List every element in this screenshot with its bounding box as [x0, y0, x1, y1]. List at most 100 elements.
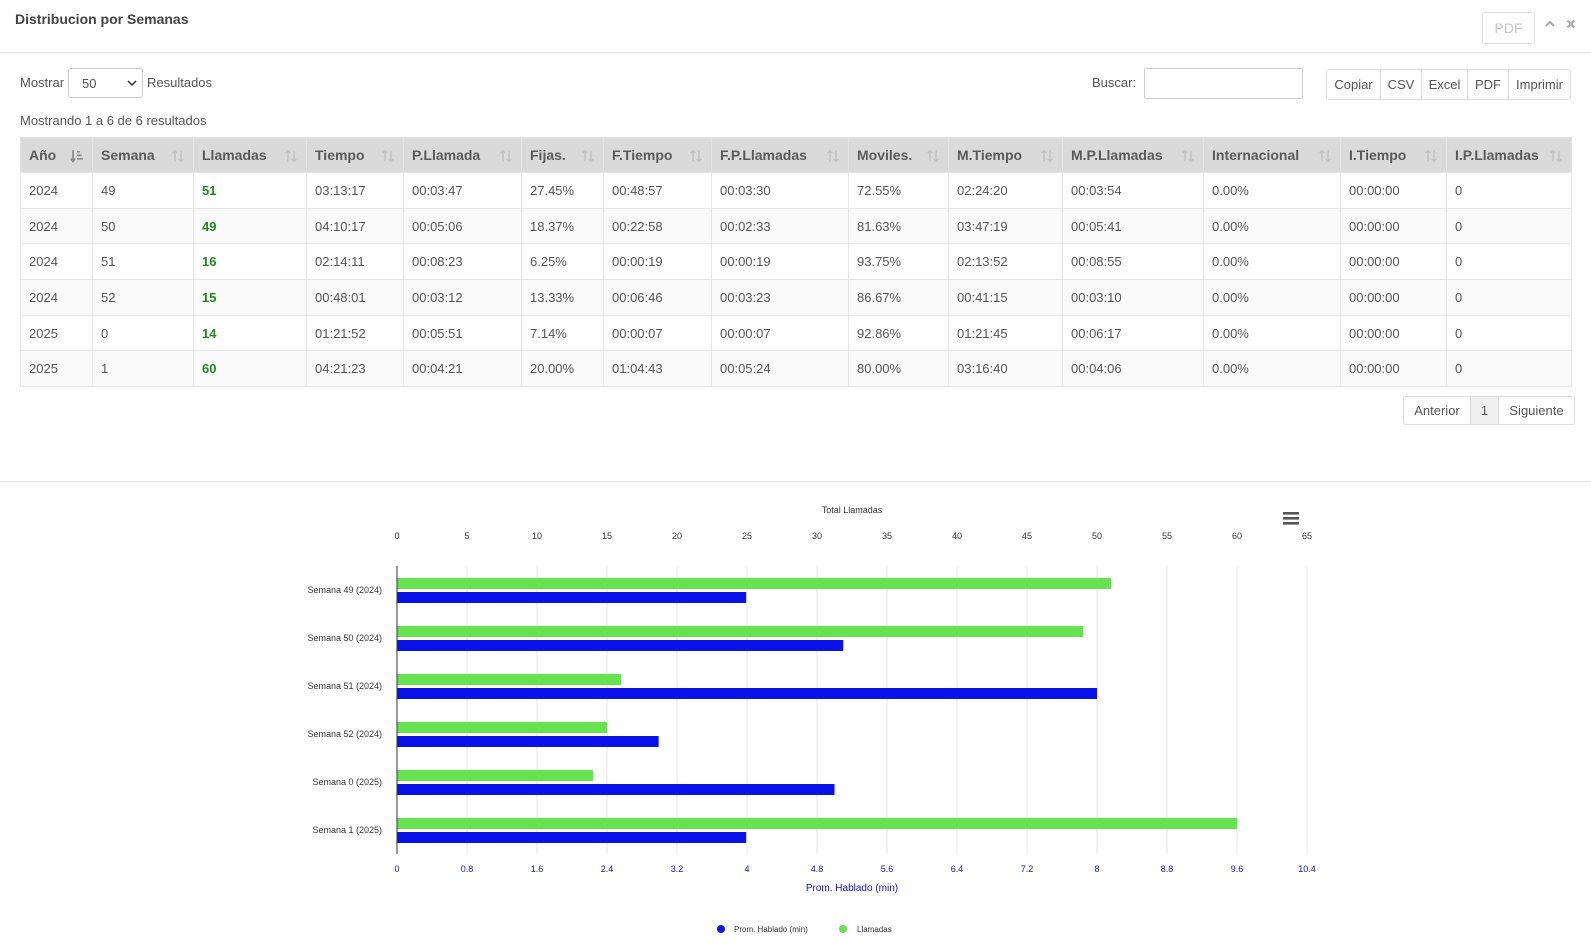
column-header[interactable]: M.P.Llamadas — [1062, 137, 1204, 173]
column-header[interactable]: Internacional — [1203, 137, 1341, 173]
top-axis-tick-label: 50 — [1092, 531, 1102, 541]
table-cell: 04:10:17 — [306, 207, 404, 245]
column-header[interactable]: I.P.Llamadas — [1446, 137, 1572, 173]
legend-label-prom-hablado: Prom. Hablado (min) — [734, 925, 808, 934]
table-cell: 00:03:47 — [403, 172, 522, 209]
table-body: 2024 49 51 03:13:17 00:03:47 27.45% 00:48:57 00… — [20, 172, 1572, 388]
pdf-export-button[interactable]: PDF — [1482, 12, 1535, 44]
bottom-axis-tick-label: 0 — [394, 864, 399, 874]
table-cell: 00:03:30 — [711, 172, 849, 209]
bottom-axis-tick-label: 0.8 — [461, 864, 474, 874]
column-header-label: Año — [29, 147, 57, 163]
table-cell: 93.75% — [848, 243, 949, 281]
column-header[interactable]: P.Llamada — [403, 137, 522, 173]
table-cell: 52 — [92, 279, 194, 316]
top-axis-tick-label: 60 — [1232, 531, 1242, 541]
column-header[interactable]: Moviles. — [848, 137, 949, 173]
table-cell: 00:00:00 — [1340, 172, 1447, 209]
table-cell: 0.00% — [1203, 350, 1341, 388]
results-info: Mostrando 1 a 6 de 6 resultados — [20, 113, 207, 128]
bottom-axis-tick-label: 3.2 — [671, 864, 684, 874]
table-cell: 2024 — [20, 172, 93, 209]
chart-menu-icon[interactable] — [1283, 512, 1299, 525]
table-cell: 0 — [1446, 279, 1572, 316]
table-cell[interactable]: 51 — [193, 172, 307, 209]
chevron-up-icon[interactable] — [1543, 17, 1557, 31]
column-header[interactable]: Tiempo — [306, 137, 404, 173]
column-header[interactable]: Llamadas — [193, 137, 307, 173]
print-button[interactable]: Imprimir — [1508, 69, 1571, 100]
top-axis-title: Total Llamadas — [822, 505, 883, 515]
column-header-label: Moviles. — [857, 147, 913, 163]
column-header-label: Llamadas — [202, 147, 267, 163]
table-cell: 0.00% — [1203, 279, 1341, 316]
table-cell: 18.37% — [521, 207, 604, 245]
table-cell: 00:08:55 — [1062, 243, 1204, 281]
table-cell: 00:00:19 — [603, 243, 712, 281]
next-page-button[interactable]: Siguiente — [1498, 396, 1575, 425]
table-cell[interactable]: 16 — [193, 243, 307, 281]
bar-llamadas — [397, 770, 593, 781]
bottom-axis-tick-label: 7.2 — [1021, 864, 1034, 874]
table-cell: 00:04:21 — [403, 350, 522, 388]
table-cell: 0 — [1446, 350, 1572, 388]
table-cell: 02:14:11 — [306, 243, 404, 281]
results-label: Resultados — [147, 75, 213, 90]
page-size-select[interactable]: 50 — [68, 68, 143, 98]
table-cell: 20.00% — [521, 350, 604, 388]
table-cell: 03:16:40 — [948, 350, 1063, 388]
table-cell[interactable]: 15 — [193, 279, 307, 316]
bar-prom-hablado — [397, 736, 659, 747]
table-cell: 49 — [92, 172, 194, 209]
search-input[interactable] — [1144, 68, 1303, 99]
close-icon[interactable] — [1564, 17, 1578, 31]
table-cell[interactable]: 49 — [193, 207, 307, 245]
top-axis-tick-label: 35 — [882, 531, 892, 541]
column-header[interactable]: F.Tiempo — [603, 137, 712, 173]
table-cell: 13.33% — [521, 279, 604, 316]
table-cell[interactable]: 60 — [193, 350, 307, 388]
table-cell[interactable]: 14 — [193, 314, 307, 352]
table-cell: 01:04:43 — [603, 350, 712, 388]
column-header[interactable]: Fijas. — [521, 137, 604, 173]
table-cell: 00:03:10 — [1062, 279, 1204, 316]
table-cell: 02:13:52 — [948, 243, 1063, 281]
table-cell: 02:24:20 — [948, 172, 1063, 209]
column-header[interactable]: Año — [20, 137, 93, 173]
bottom-axis-tick-label: 1.6 — [531, 864, 544, 874]
column-header-label: M.Tiempo — [957, 147, 1023, 163]
table-cell: 0.00% — [1203, 243, 1341, 281]
top-axis-tick-label: 40 — [952, 531, 962, 541]
bottom-axis-tick-label: 6.4 — [951, 864, 964, 874]
sort-both-icon — [172, 149, 184, 163]
table-cell: 00:06:46 — [603, 279, 712, 316]
sort-both-icon — [927, 149, 939, 163]
column-header[interactable]: F.P.Llamadas — [711, 137, 849, 173]
bar-prom-hablado — [397, 784, 835, 795]
table-row: 2024 51 16 02:14:11 00:08:23 6.25% 00:00:19 00:… — [20, 243, 1572, 281]
table-row: 2024 52 15 00:48:01 00:03:12 13.33% 00:06:46 00… — [20, 279, 1572, 316]
table-cell: 03:13:17 — [306, 172, 404, 209]
excel-button[interactable]: Excel — [1421, 69, 1468, 100]
table-cell: 27.45% — [521, 172, 604, 209]
bar-prom-hablado — [397, 688, 1097, 699]
top-axis-tick-label: 65 — [1302, 531, 1312, 541]
column-header[interactable]: M.Tiempo — [948, 137, 1063, 173]
column-header[interactable]: Semana — [92, 137, 194, 173]
column-header-label: F.Tiempo — [612, 147, 673, 163]
csv-button[interactable]: CSV — [1380, 69, 1422, 100]
page-1-button[interactable]: 1 — [1470, 396, 1499, 425]
section-divider — [0, 481, 1591, 482]
column-header-label: I.P.Llamadas — [1455, 147, 1539, 163]
table-cell: 00:41:15 — [948, 279, 1063, 316]
copy-button[interactable]: Copiar — [1326, 69, 1381, 100]
top-axis-tick-label: 20 — [672, 531, 682, 541]
sort-both-icon — [382, 149, 394, 163]
pdf-button[interactable]: PDF — [1467, 69, 1509, 100]
table-cell: 01:21:45 — [948, 314, 1063, 352]
prev-page-button[interactable]: Anterior — [1403, 396, 1471, 425]
bar-llamadas — [397, 818, 1237, 829]
table-cell: 2024 — [20, 243, 93, 281]
table-cell: 00:48:57 — [603, 172, 712, 209]
column-header[interactable]: I.Tiempo — [1340, 137, 1447, 173]
